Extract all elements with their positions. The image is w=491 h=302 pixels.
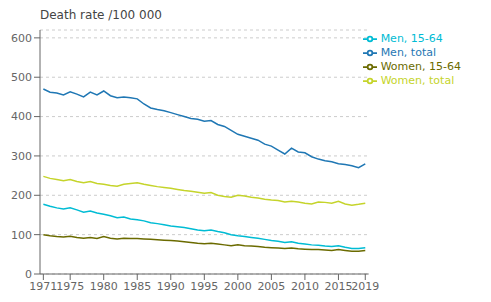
svg-text:600: 600	[11, 32, 32, 45]
html-text:Death rate /100 000: Death rate /100 000	[40, 8, 162, 22]
svg-text:1975: 1975	[56, 280, 84, 293]
svg-text:2000: 2000	[224, 280, 252, 293]
svg-text:100: 100	[11, 229, 32, 242]
html-text:Women, 15-64: Women, 15-64	[380, 60, 461, 73]
html-text:Men, total: Men, total	[380, 46, 436, 59]
svg-text:1990: 1990	[157, 280, 185, 293]
svg-text:1971: 1971	[29, 280, 57, 293]
svg-text:200: 200	[11, 189, 32, 202]
html-text:Women, total: Women, total	[380, 74, 455, 87]
svg-text:2015: 2015	[324, 280, 352, 293]
svg-text:500: 500	[11, 71, 32, 84]
svg-text:300: 300	[11, 150, 32, 163]
svg-text:1985: 1985	[123, 280, 151, 293]
svg-text:1995: 1995	[190, 280, 218, 293]
svg-text:2005: 2005	[257, 280, 285, 293]
svg-text:0: 0	[25, 268, 32, 281]
svg-text:2010: 2010	[291, 280, 319, 293]
svg-text:2019: 2019	[351, 280, 379, 293]
html-text:Men, 15-64: Men, 15-64	[380, 32, 443, 45]
svg-text:400: 400	[11, 110, 32, 123]
svg-text:1980: 1980	[90, 280, 118, 293]
